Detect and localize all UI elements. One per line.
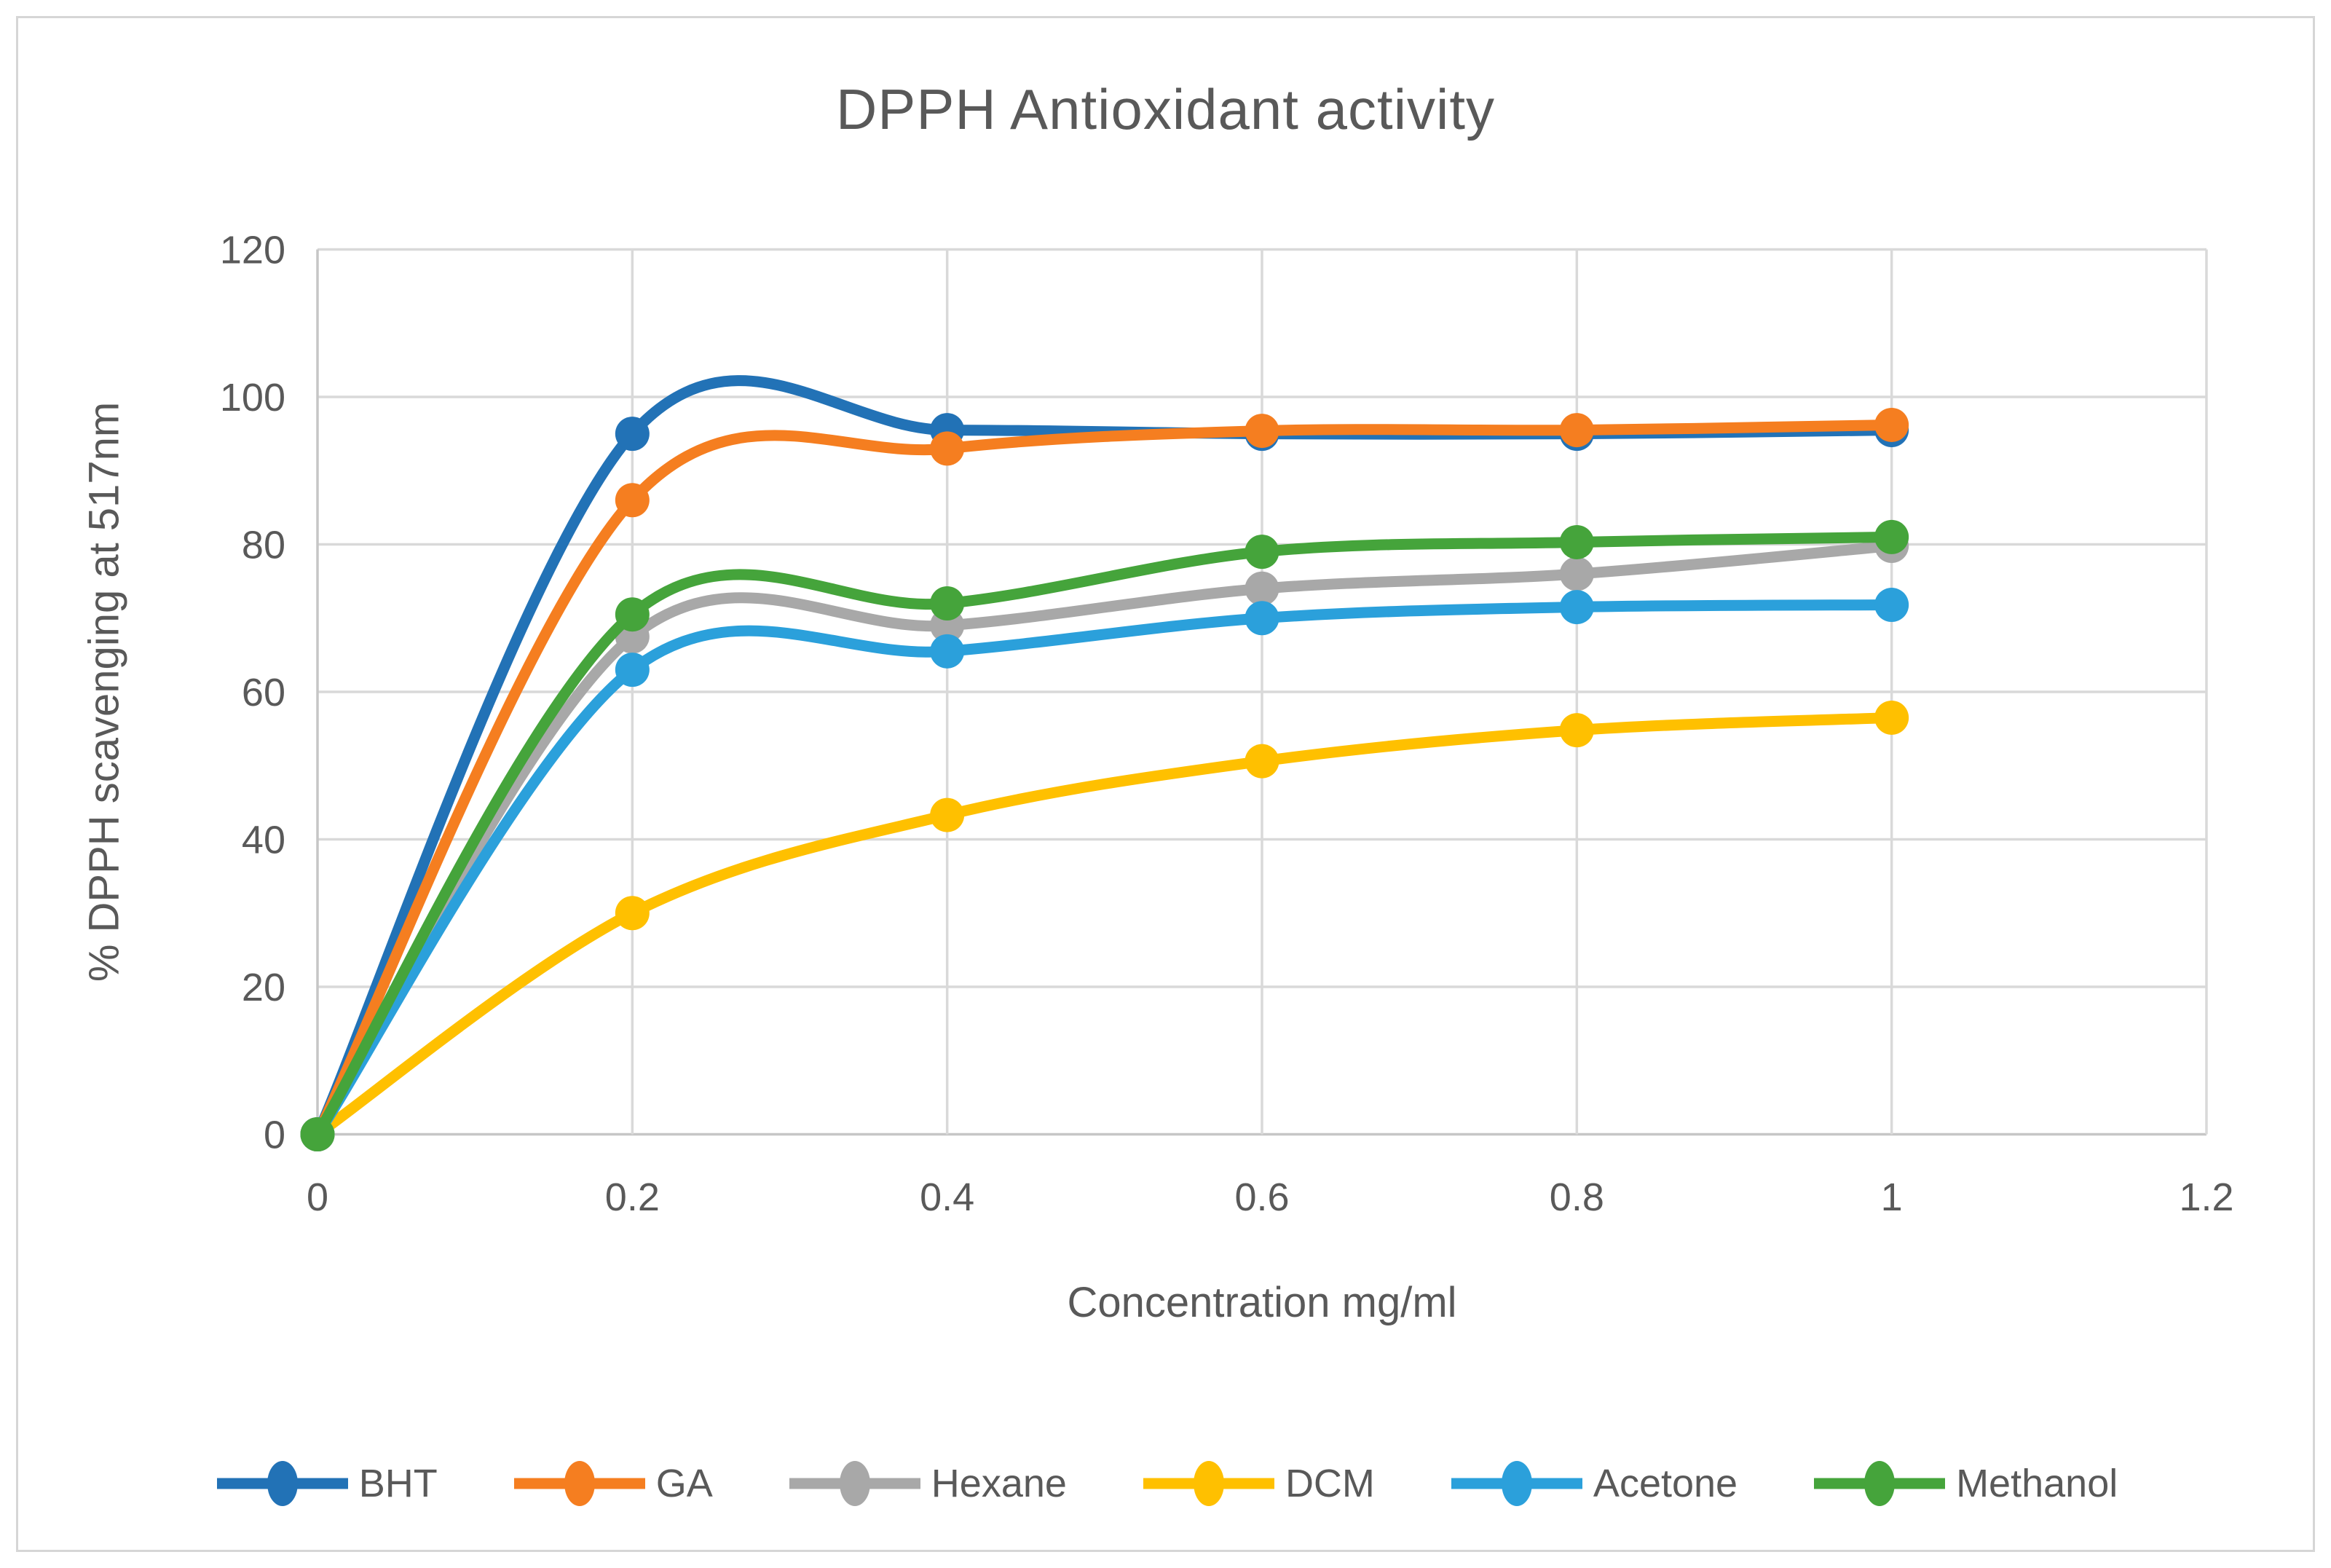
series-Acetone xyxy=(300,588,1909,1151)
legend-marker-DCM-icon xyxy=(1143,1461,1274,1506)
legend-label-Acetone: Acetone xyxy=(1593,1462,1738,1505)
chart-frame xyxy=(16,16,2315,1552)
marker-DCM-0.4 xyxy=(930,797,965,832)
marker-Methanol-0.4 xyxy=(930,586,965,620)
y-tick-label-60: 60 xyxy=(242,671,285,714)
marker-DCM-0.6 xyxy=(1245,744,1279,779)
marker-GA-0.6 xyxy=(1245,414,1279,449)
marker-DCM-1 xyxy=(1874,700,1909,735)
gridlines xyxy=(316,248,2208,1136)
marker-DCM-0.2 xyxy=(615,896,650,931)
marker-GA-0.4 xyxy=(930,431,965,466)
legend-item-Acetone: Acetone xyxy=(1448,1451,1738,1516)
marker-Acetone-0.2 xyxy=(615,653,650,688)
x-tick-label-0.4: 0.4 xyxy=(920,1175,974,1219)
x-tick-label-0.6: 0.6 xyxy=(1234,1175,1289,1219)
legend-item-Hexane: Hexane xyxy=(786,1451,1067,1516)
legend-item-BHT: BHT xyxy=(213,1451,438,1516)
x-tick-label-1: 1 xyxy=(1881,1175,1903,1219)
marker-Methanol-1 xyxy=(1874,519,1909,554)
marker-Acetone-0.6 xyxy=(1245,601,1279,636)
series-line-Hexane xyxy=(312,540,1898,1140)
legend-label-BHT: BHT xyxy=(358,1462,438,1505)
marker-Acetone-0.4 xyxy=(930,634,965,669)
marker-DCM-0.8 xyxy=(1559,713,1594,748)
x-tick-label-0.2: 0.2 xyxy=(605,1175,660,1219)
marker-Acetone-0.8 xyxy=(1559,590,1594,625)
legend-item-DCM: DCM xyxy=(1140,1451,1375,1516)
marker-GA-1 xyxy=(1874,407,1909,442)
chart-title: DPPH Antioxidant activity xyxy=(835,77,1496,141)
marker-BHT-0.2 xyxy=(615,417,650,452)
marker-GA-0.8 xyxy=(1559,413,1594,448)
legend-marker-Hexane-icon xyxy=(789,1461,920,1506)
x-tick-label-0: 0 xyxy=(307,1175,328,1219)
x-axis-title: Concentration mg/ml xyxy=(1067,1279,1457,1326)
legend-label-GA: GA xyxy=(655,1462,713,1505)
legend-marker-Acetone-icon xyxy=(1451,1461,1582,1506)
marker-GA-0.2 xyxy=(615,483,650,518)
y-tick-label-40: 40 xyxy=(242,819,285,862)
series-line-Acetone xyxy=(312,599,1898,1140)
marker-Acetone-1 xyxy=(1874,588,1909,623)
legend-item-Methanol: Methanol xyxy=(1810,1451,2118,1516)
marker-Methanol-0.8 xyxy=(1559,524,1594,559)
legend-marker-Methanol-icon xyxy=(1814,1461,1946,1506)
legend-marker-BHT-icon xyxy=(216,1461,348,1506)
legend-label-DCM: DCM xyxy=(1285,1462,1375,1505)
y-tick-label-20: 20 xyxy=(242,966,285,1009)
series-DCM xyxy=(300,700,1909,1151)
marker-Methanol-0.2 xyxy=(615,597,650,632)
tick-labels: 0 20 40 60 80 100 120 0 0.2 0.4 0.6 0.8 1 1.2 xyxy=(220,229,2234,1220)
y-tick-label-80: 80 xyxy=(242,524,285,567)
marker-Hexane-0.6 xyxy=(1245,571,1279,606)
y-tick-label-0: 0 xyxy=(264,1114,285,1157)
marker-Methanol-0.6 xyxy=(1245,535,1279,570)
series-line-DCM xyxy=(312,712,1898,1140)
y-tick-label-120: 120 xyxy=(220,229,285,272)
x-tick-label-0.8: 0.8 xyxy=(1550,1175,1604,1219)
legend-item-GA: GA xyxy=(510,1451,713,1516)
legend-marker-GA-icon xyxy=(513,1461,645,1506)
marker-Hexane-0.8 xyxy=(1559,556,1594,591)
legend: BHT GA Hexane DCM Acetone Methanol xyxy=(0,1436,2331,1531)
legend-label-Hexane: Hexane xyxy=(931,1462,1067,1505)
y-tick-label-100: 100 xyxy=(220,376,285,419)
series-Methanol xyxy=(300,519,1909,1151)
legend-label-Methanol: Methanol xyxy=(1956,1462,2118,1505)
x-tick-label-1.2: 1.2 xyxy=(2179,1175,2233,1219)
marker-Methanol-0 xyxy=(300,1117,335,1151)
